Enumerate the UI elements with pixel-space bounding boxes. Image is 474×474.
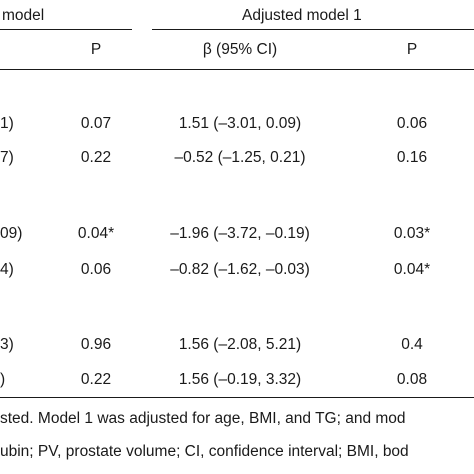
row-label-fragment: 4) xyxy=(0,261,14,278)
footnote-line-2: ubin; PV, prostate volume; CI, confidenc… xyxy=(0,443,409,460)
group-underline-right xyxy=(152,29,474,31)
group-underline-left xyxy=(0,29,132,31)
row-label-fragment: ) xyxy=(0,371,6,388)
header-bottom-rule xyxy=(0,69,474,71)
group-header-adjusted-model-1: Adjusted model 1 xyxy=(242,7,362,24)
row-label-fragment: 7) xyxy=(0,149,14,166)
group-header-model: model xyxy=(2,7,45,24)
row-label-fragment: 3) xyxy=(0,336,14,353)
table-bottom-rule xyxy=(0,397,474,399)
row-label-fragment: 1) xyxy=(0,115,14,132)
footnote-line-1: sted. Model 1 was adjusted for age, BMI,… xyxy=(0,410,406,427)
row-label-fragment: 09) xyxy=(0,225,23,242)
